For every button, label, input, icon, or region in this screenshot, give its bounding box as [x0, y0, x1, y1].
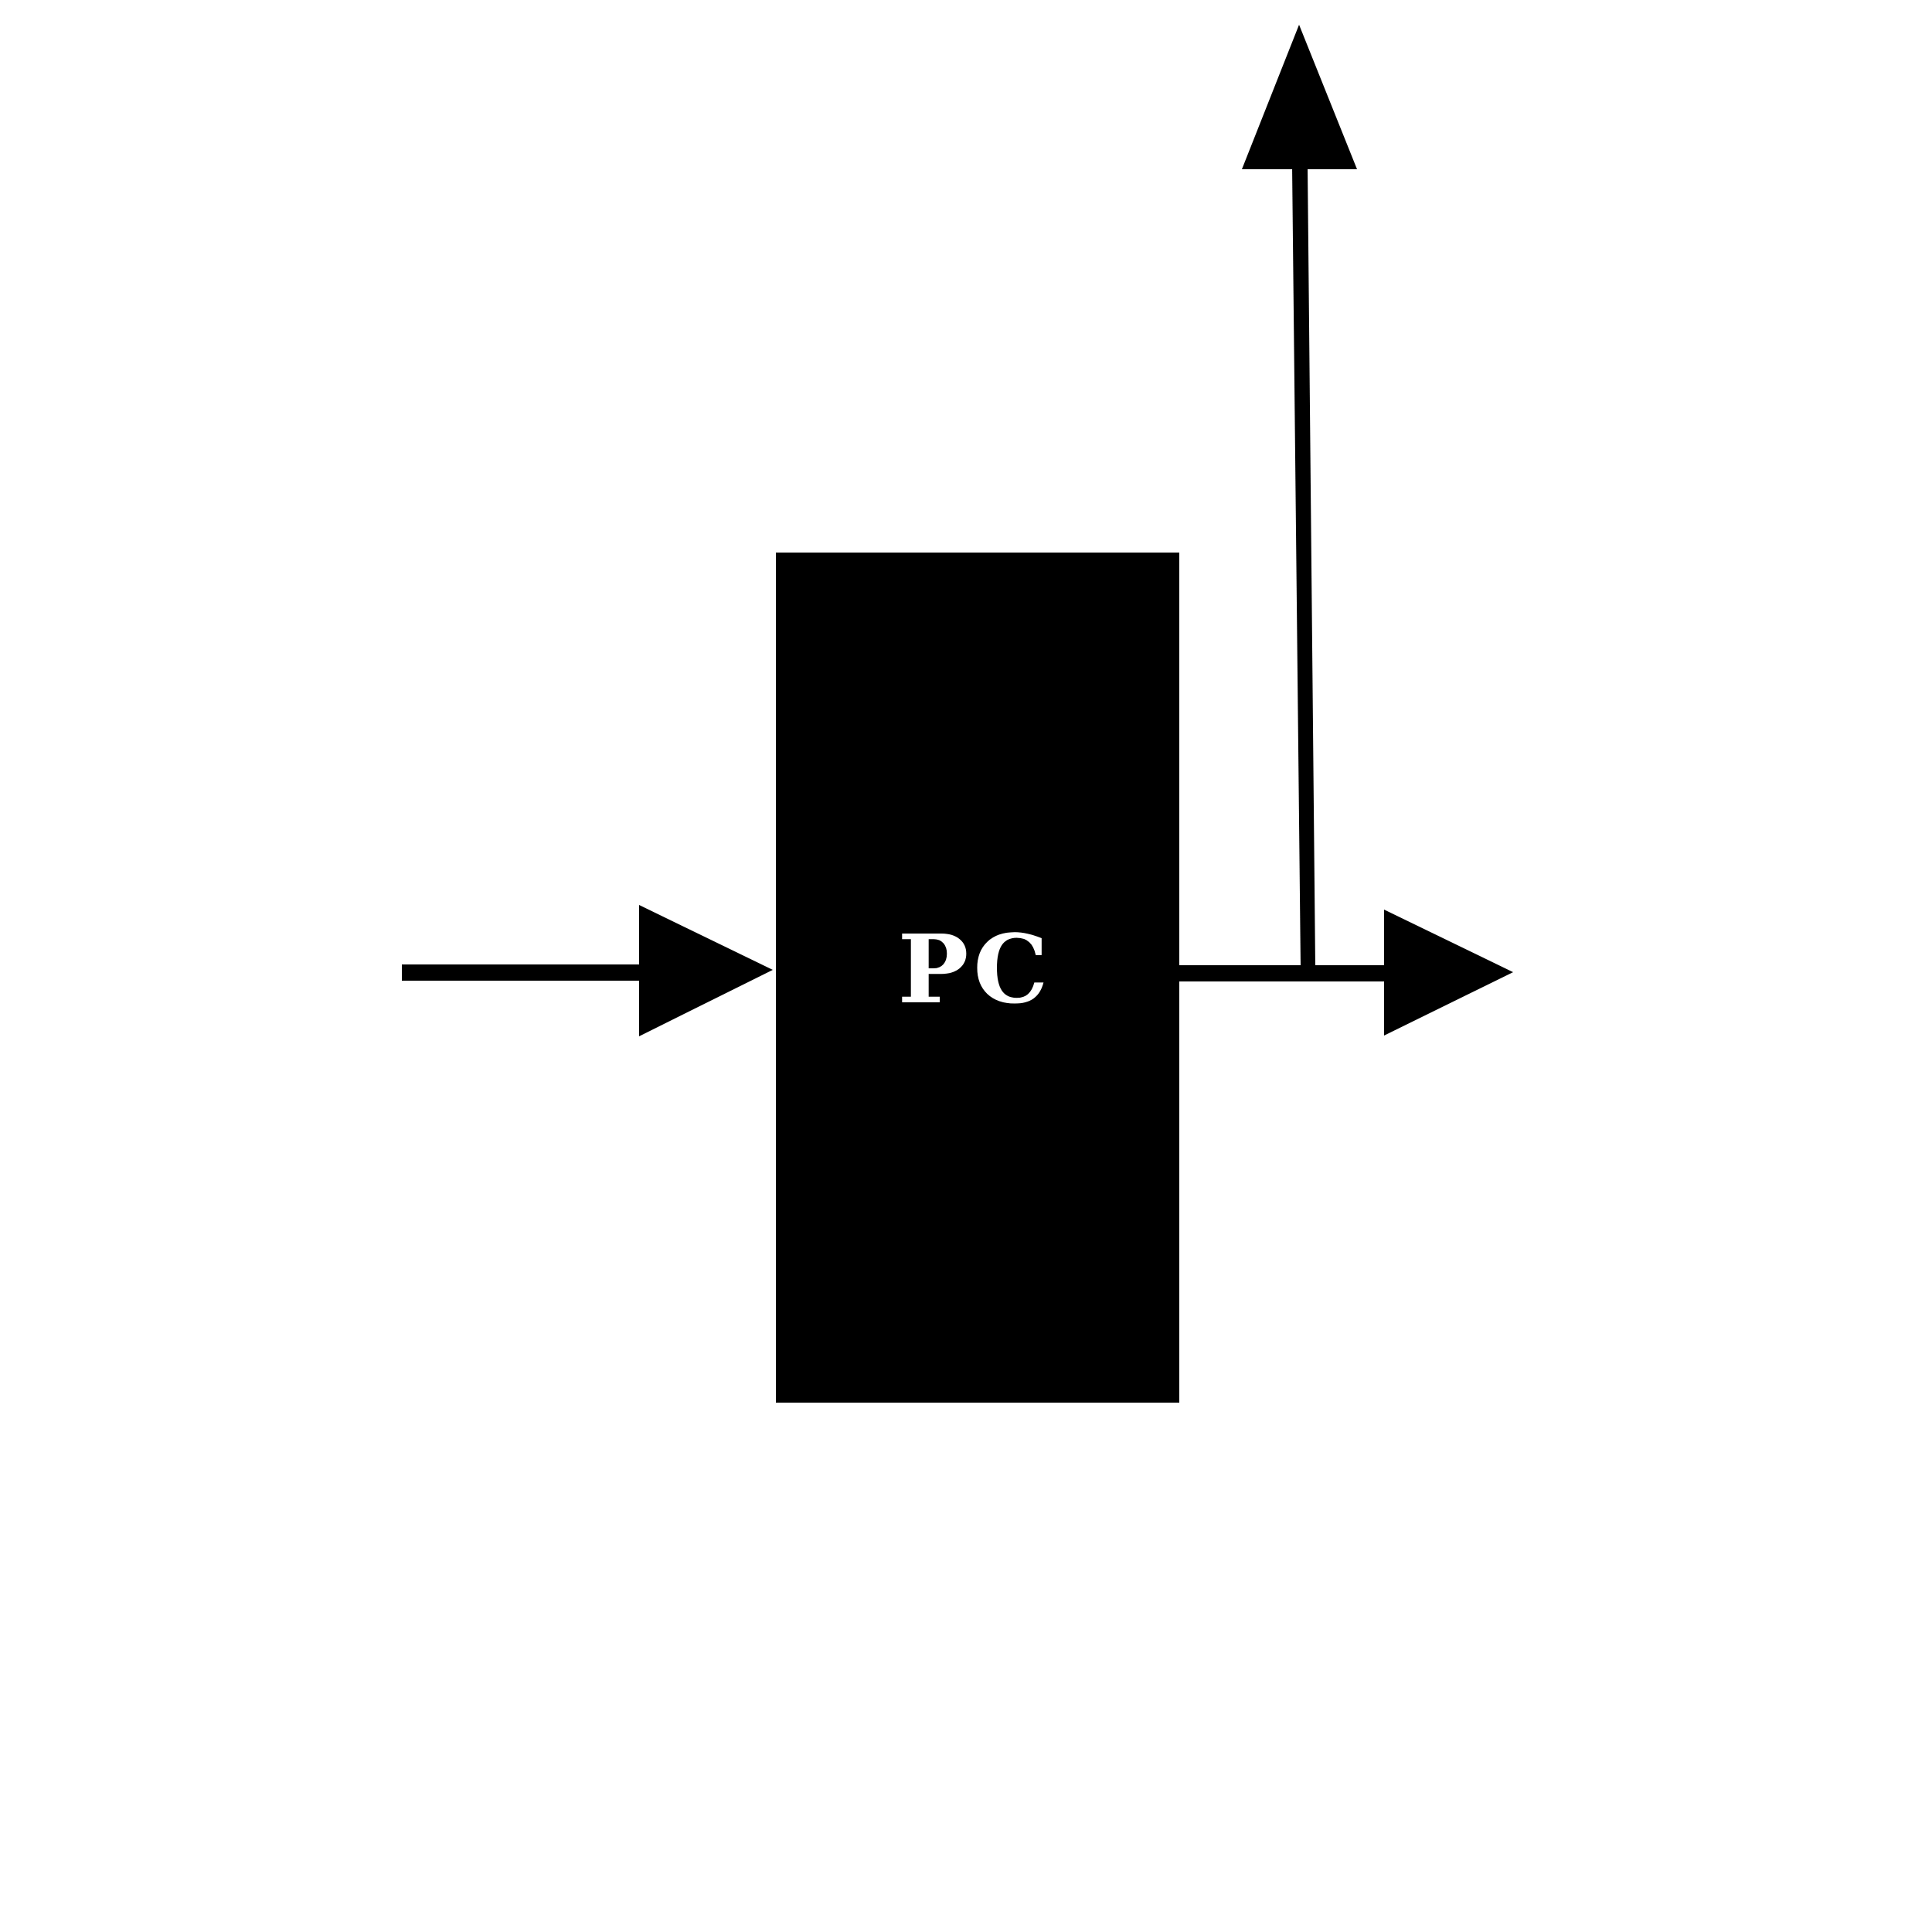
output-arrow: [1179, 910, 1513, 1036]
pc-block: PC: [776, 553, 1179, 1403]
upward-arrow: [1242, 25, 1357, 967]
input-arrow-head: [639, 905, 773, 1036]
output-arrow-head: [1384, 910, 1513, 1036]
output-arrow-shaft: [1179, 965, 1386, 981]
upward-arrow-head: [1242, 25, 1357, 169]
pc-block-rect: [776, 553, 1179, 1403]
pc-block-label: PC: [898, 913, 1053, 1025]
input-arrow-shaft: [402, 964, 641, 981]
input-arrow: [402, 905, 773, 1036]
upward-arrow-shaft: [1292, 166, 1315, 967]
